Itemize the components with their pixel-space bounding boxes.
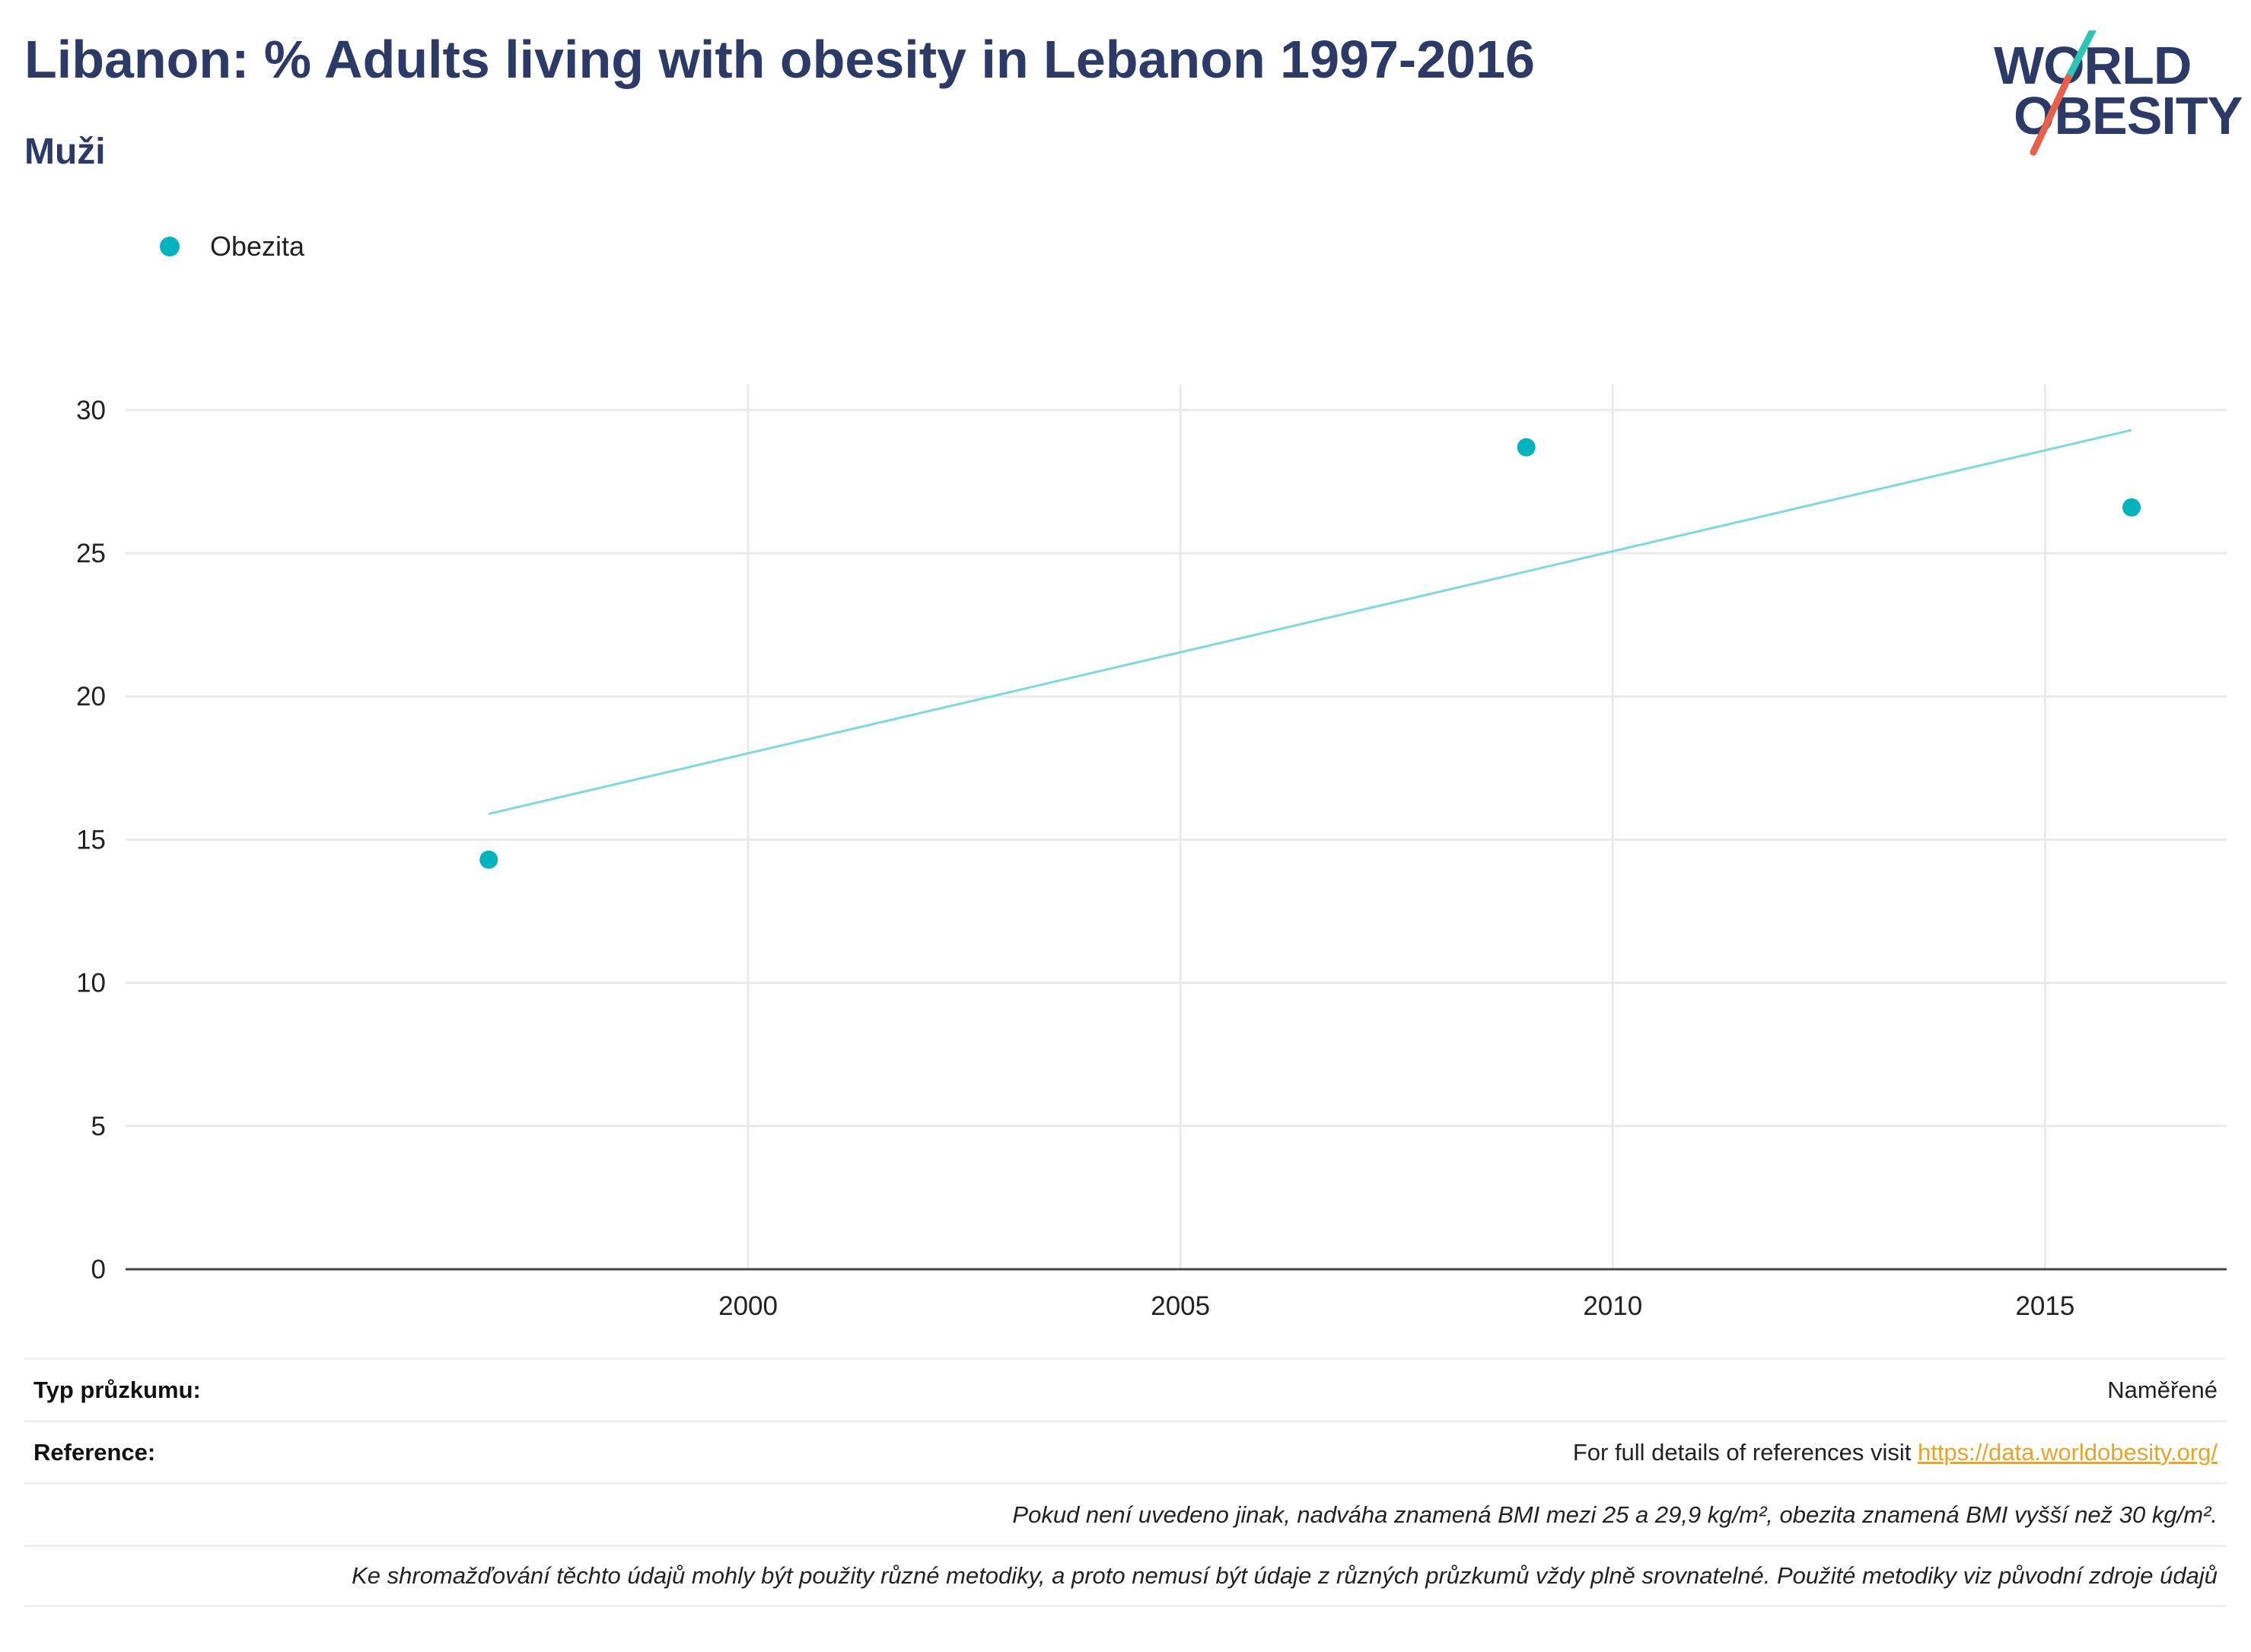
chart-axes: 0 5 10 15 20 25 30 2000 2005 2010 2015 <box>76 396 2227 1321</box>
chart-points <box>479 438 2141 869</box>
reference-value: For full details of references visit htt… <box>1573 1439 2218 1466</box>
y-tick-label: 5 <box>91 1112 106 1141</box>
chart-trendline <box>488 428 2132 816</box>
footer-row-reference: Reference: For full details of reference… <box>24 1420 2227 1482</box>
chart-legend[interactable]: Obezita <box>160 228 304 265</box>
world-obesity-logo: WORLD OBESITY <box>1979 30 2243 160</box>
reference-link[interactable]: https://data.worldobesity.org/ <box>1917 1438 2218 1466</box>
y-tick-label: 0 <box>91 1255 106 1284</box>
legend-label-obezita: Obezita <box>210 231 305 262</box>
x-tick-label: 2015 <box>2015 1291 2074 1321</box>
reference-text: For full details of references visit <box>1572 1438 1912 1466</box>
page-title: Libanon: % Adults living with obesity in… <box>24 30 1535 89</box>
page-subtitle: Muži <box>24 132 106 172</box>
survey-type-label: Typ průzkumu: <box>33 1376 201 1403</box>
chart-grid <box>126 384 2227 1269</box>
legend-marker-obezita <box>160 237 180 256</box>
data-point <box>2122 498 2141 517</box>
x-tick-label: 2010 <box>1583 1291 1642 1321</box>
survey-type-value: Naměřené <box>2107 1376 2218 1403</box>
trendline <box>488 428 2132 816</box>
reference-label: Reference: <box>33 1438 156 1466</box>
logo-slash-icon <box>2030 30 2097 156</box>
y-tick-label: 30 <box>76 396 106 425</box>
x-tick-label: 2000 <box>718 1291 778 1321</box>
footer-row-note-definition: Pokud není uvedeno jinak, nadváha znamen… <box>24 1482 2227 1545</box>
y-tick-label: 15 <box>76 825 106 855</box>
bmi-definition-note: Pokud není uvedeno jinak, nadváha znamen… <box>1012 1501 2218 1528</box>
data-point <box>479 850 498 869</box>
footer-row-note-methodology: Ke shromažďování těchto údajů mohly být … <box>24 1545 2227 1607</box>
x-tick-label: 2005 <box>1151 1291 1210 1321</box>
chart-footer: Typ průzkumu: Naměřené Reference: For fu… <box>24 1358 2227 1607</box>
logo-text-world: WORLD <box>1994 36 2192 95</box>
y-tick-label: 25 <box>76 539 106 568</box>
y-tick-label: 20 <box>76 682 106 711</box>
scatter-chart: 0 5 10 15 20 25 30 2000 2005 2010 2015 <box>76 384 2227 1321</box>
methodology-note: Ke shromažďování těchto údajů mohly být … <box>352 1562 2218 1589</box>
y-tick-label: 10 <box>76 969 106 998</box>
footer-row-survey-type: Typ průzkumu: Naměřené <box>24 1358 2227 1420</box>
data-point <box>1517 438 1536 457</box>
